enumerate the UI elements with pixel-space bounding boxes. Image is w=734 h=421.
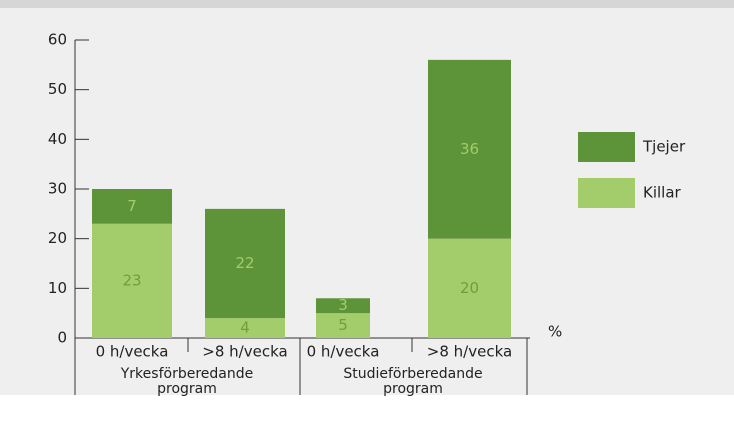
bar-segment (92, 189, 172, 224)
y-tick-label: 0 (57, 329, 67, 347)
data-label: 4 (240, 319, 250, 337)
bar-segment (428, 59, 511, 239)
group-label: Yrkesförberedande (120, 366, 253, 382)
bar-segment (205, 208, 285, 319)
data-label: 36 (460, 140, 479, 158)
data-label: 7 (127, 197, 137, 215)
y-tick-label: 10 (48, 279, 67, 297)
data-label: 3 (338, 296, 348, 314)
data-label: 5 (338, 316, 348, 334)
x-tick-label: 0 h/vecka (96, 343, 169, 361)
y-tick-label: 40 (48, 130, 67, 148)
y-tick-label: 30 (48, 180, 67, 198)
group-label: Studieförberedande (343, 366, 482, 382)
unit-label: % (548, 323, 562, 341)
legend-label: Tjejer (642, 138, 686, 156)
legend-label: Killar (643, 184, 682, 202)
legend-swatch (578, 132, 635, 162)
bar-segment (316, 298, 370, 314)
x-tick-label: >8 h/vecka (427, 343, 512, 361)
data-label: 20 (460, 279, 479, 297)
bar-segment (316, 313, 370, 338)
legend-swatch (578, 178, 635, 208)
x-tick-label: >8 h/vecka (202, 343, 287, 361)
bar-segment (205, 318, 285, 338)
bar-segment (428, 238, 511, 338)
y-tick-label: 20 (48, 229, 67, 247)
data-label: 23 (122, 271, 141, 289)
group-label: program (157, 381, 217, 397)
x-tick-label: 0 h/vecka (307, 343, 380, 361)
top-strip (0, 0, 734, 8)
group-label: program (383, 381, 443, 397)
data-label: 22 (235, 254, 254, 272)
bar-segment (92, 223, 172, 338)
y-tick-label: 60 (48, 31, 67, 49)
y-tick-label: 50 (48, 80, 67, 98)
